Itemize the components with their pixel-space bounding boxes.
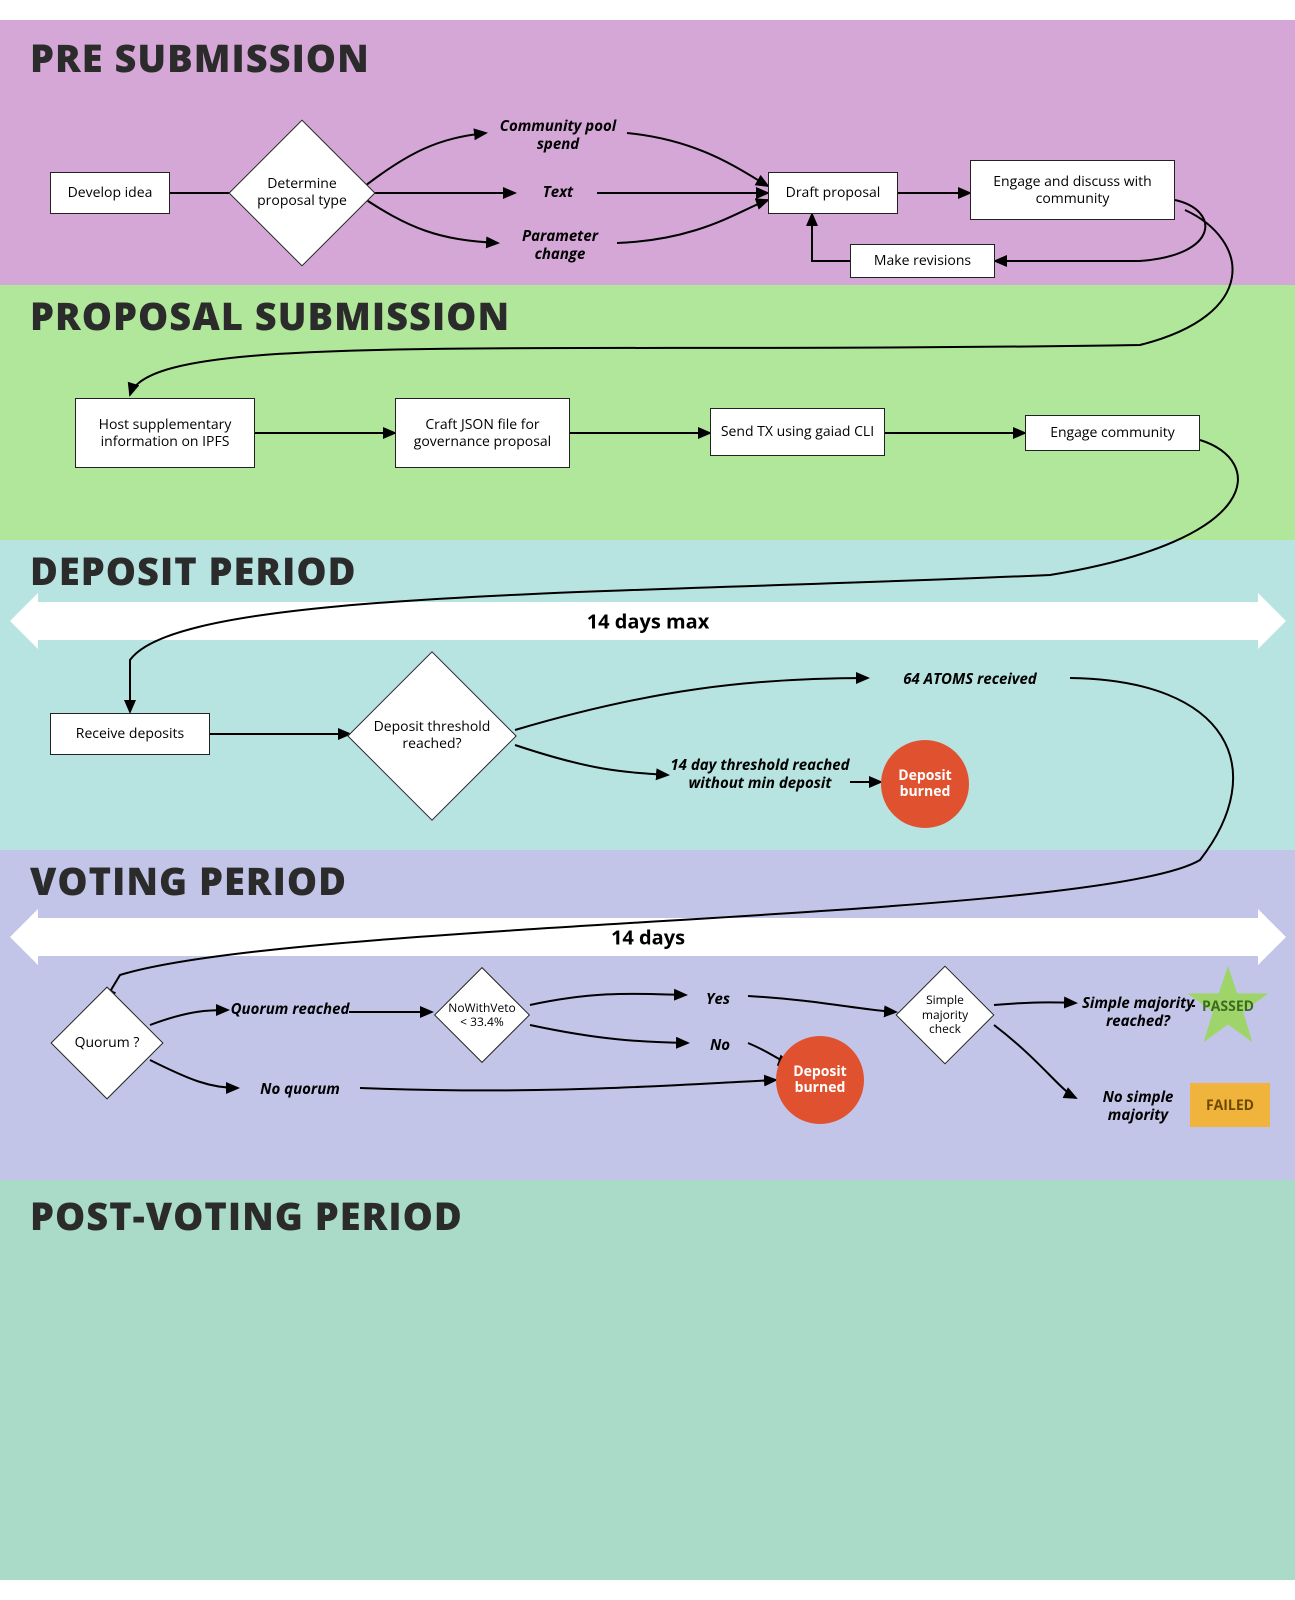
node-engage1: Engage and discuss with community [970,160,1175,220]
outcome-passed: PASSED [1186,964,1270,1048]
section-title-post: POST-VOTING PERIOD [30,1190,463,1242]
diamond-label: NoWithVeto < 33.4% [434,967,530,1063]
section-title-pre: PRE SUBMISSION [30,32,370,84]
decision-noveto: NoWithVeto < 33.4% [434,967,530,1063]
node-json: Craft JSON file for governance proposal [395,398,570,468]
label-qreached: Quorum reached [230,1000,350,1018]
decision-thresh: Deposit threshold reached? [347,651,517,821]
label-opt_text: Text [518,183,598,201]
node-ipfs: Host supplementary information on IPFS [75,398,255,468]
section-title-deposit: DEPOSIT PERIOD [30,545,357,597]
outcome-failed: FAILED [1190,1083,1270,1127]
node-develop: Develop idea [50,172,170,214]
diamond-label: Simple majority check [896,966,995,1065]
section-title-voting: VOTING PERIOD [30,855,347,907]
label-opt_comm: Community pool spend [488,117,628,153]
timeline-label: 14 days max [38,608,1258,635]
diamond-label: Quorum ? [50,986,163,1099]
section-title-submit: PROPOSAL SUBMISSION [30,290,510,342]
outcome-passed-label: PASSED [1186,964,1270,1048]
node-draft: Draft proposal [768,172,898,214]
decision-ptype: Determine proposal type [228,119,375,266]
label-noquorum: No quorum [240,1080,360,1098]
label-yes: Yes [688,990,748,1008]
label-no: No [690,1036,750,1054]
node-recvdep: Receive deposits [50,713,210,755]
outcome-burn2: Deposit burned [776,1036,864,1124]
node-sendtx: Send TX using gaiad CLI [710,408,885,456]
outcome-burn1: Deposit burned [881,740,969,828]
label-simpmaj: Simple majority reached? [1078,994,1198,1030]
node-revise: Make revisions [850,244,995,278]
diamond-label: Deposit threshold reached? [347,651,517,821]
decision-quorum: Quorum ? [50,986,163,1099]
diamond-label: Determine proposal type [228,119,375,266]
label-opt_param: Parameter change [500,227,620,263]
timeline-arrow-band_vote: 14 days [38,918,1258,956]
diagram-stage: PRE SUBMISSION PROPOSAL SUBMISSION DEPOSIT… [0,0,1295,1600]
label-atoms: 64 ATOMS received [870,670,1070,688]
decision-simple: Simple majority check [896,966,995,1065]
node-engage2: Engage community [1025,415,1200,451]
label-thresh14: 14 day threshold reached without min dep… [670,756,850,792]
timeline-label: 14 days [38,924,1258,951]
label-nosimple: No simple majority [1078,1088,1198,1124]
timeline-arrow-band_dep: 14 days max [38,602,1258,640]
